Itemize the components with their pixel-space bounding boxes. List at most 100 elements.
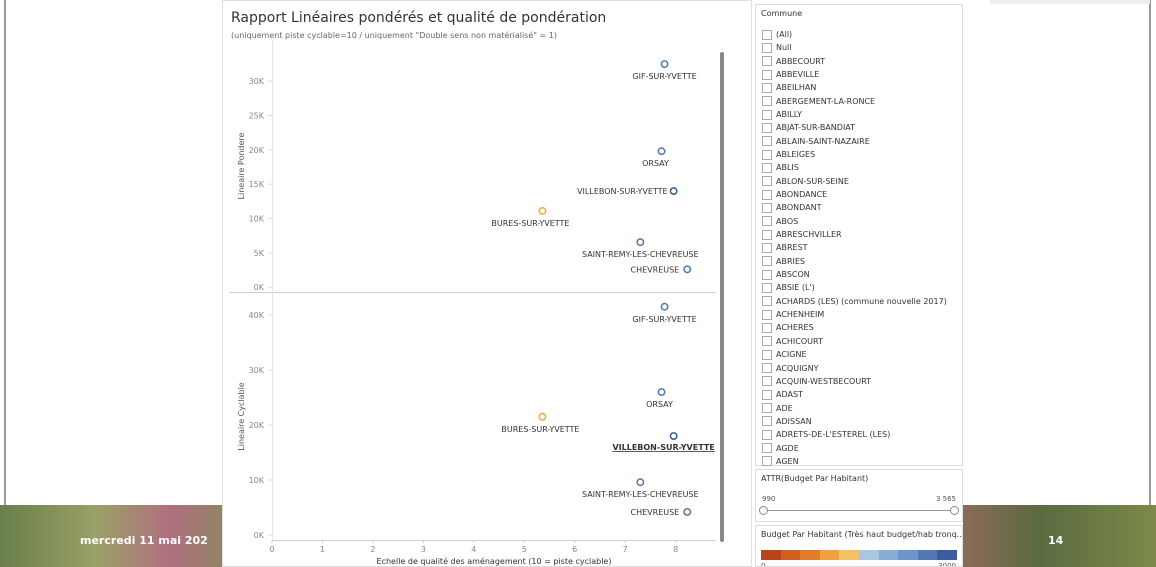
checkbox[interactable]	[762, 42, 772, 53]
legend-swatch	[898, 550, 918, 560]
checkbox[interactable]	[762, 29, 772, 40]
filter-item[interactable]: ABREST	[762, 241, 808, 254]
checkbox[interactable]	[762, 296, 772, 307]
panel-border	[222, 0, 752, 567]
filter-item[interactable]: ABLEIGES	[762, 148, 815, 161]
checkbox[interactable]	[762, 336, 772, 347]
filter-title: Commune	[761, 9, 803, 18]
checkbox[interactable]	[762, 403, 772, 414]
filter-item[interactable]: ABOS	[762, 215, 798, 228]
data-point	[660, 60, 669, 68]
filter-item[interactable]: ABONDANCE	[762, 188, 827, 201]
filter-item[interactable]: ABBECOURT	[762, 55, 825, 68]
checkbox[interactable]	[762, 229, 772, 240]
checkbox[interactable]	[762, 56, 772, 67]
filter-item[interactable]: ABILLY	[762, 108, 802, 121]
filter-item[interactable]: ABSIE (L')	[762, 281, 815, 294]
checkbox[interactable]	[762, 216, 772, 227]
checkbox[interactable]	[762, 322, 772, 333]
scrollbar[interactable]	[720, 52, 724, 542]
data-point	[683, 507, 692, 516]
checkbox[interactable]	[762, 149, 772, 160]
filter-item-label: ABRESCHVILLER	[776, 230, 842, 240]
filter-item-label: ABOS	[776, 216, 799, 226]
filter-item-label: ABONDANT	[776, 203, 822, 213]
checkbox[interactable]	[762, 456, 772, 467]
filter-item[interactable]: ACHENHEIM	[762, 308, 824, 321]
data-point	[657, 147, 666, 156]
checkbox[interactable]	[762, 363, 772, 373]
filter-item[interactable]: ADAST	[762, 388, 803, 401]
filter-item[interactable]: AGDE	[762, 442, 799, 455]
checkbox[interactable]	[762, 202, 772, 213]
checkbox[interactable]	[762, 389, 772, 400]
filter-item[interactable]: ABJAT-SUR-BANDIAT	[762, 121, 855, 134]
filter-item[interactable]: ABLIS	[762, 161, 799, 174]
filter-item[interactable]: ABLON-SUR-SEINE	[762, 175, 849, 188]
checkbox[interactable]	[762, 429, 772, 440]
legend-swatch	[819, 550, 840, 560]
y-tick-label: 5K	[254, 249, 265, 258]
filter-item[interactable]: Null	[762, 41, 792, 54]
checkbox[interactable]	[762, 416, 772, 427]
footer-date: mercredi 11 mai 202	[80, 534, 208, 547]
checkbox[interactable]	[762, 256, 772, 267]
checkbox[interactable]	[762, 242, 772, 253]
filter-item[interactable]: AGEN	[762, 455, 799, 468]
filter-item[interactable]: ABRESCHVILLER	[762, 228, 842, 241]
filter-item[interactable]: ABBEVILLE	[762, 68, 819, 81]
legend-swatch	[839, 550, 859, 560]
filter-item-label: (All)	[776, 30, 793, 39]
y-tick-label: 0K	[254, 531, 265, 540]
filter-item[interactable]: ADE	[762, 402, 793, 415]
y-tick-label: 15K	[249, 180, 265, 189]
point-label: CHEVREUSE	[631, 265, 680, 274]
checkbox[interactable]	[762, 69, 772, 80]
filter-item[interactable]: ACQUIGNY	[762, 362, 819, 375]
x-tick-label: 4	[471, 545, 476, 554]
filter-item-label: ACQUIGNY	[776, 363, 819, 373]
filter-item-label: ABONDANCE	[776, 190, 828, 200]
filter-item[interactable]: ABSCON	[762, 268, 810, 281]
filter-item[interactable]: ABONDANT	[762, 201, 821, 214]
checkbox[interactable]	[762, 269, 772, 280]
filter-item[interactable]: ABRIES	[762, 255, 805, 268]
x-tick-label: 8	[673, 545, 678, 554]
checkbox[interactable]	[762, 176, 772, 187]
filter-item[interactable]: ACQUIN-WESTBECOURT	[762, 375, 871, 388]
filter-item[interactable]: ACIGNE	[762, 348, 807, 361]
filter-item-label: ADRETS-DE-L'ESTEREL (LES)	[776, 430, 891, 440]
x-tick-label: 0	[269, 545, 274, 554]
filter-item[interactable]: ACHERES	[762, 321, 814, 334]
filter-item[interactable]: (All)	[762, 28, 792, 41]
checkbox[interactable]	[762, 376, 772, 387]
checkbox[interactable]	[762, 96, 772, 107]
checkbox[interactable]	[762, 82, 772, 93]
slider-handle[interactable]	[759, 506, 768, 515]
slider-max: 3 565	[935, 495, 956, 503]
filter-item-label: ADE	[776, 403, 793, 413]
x-tick-label: 7	[623, 545, 628, 554]
checkbox[interactable]	[762, 136, 772, 147]
checkbox[interactable]	[762, 309, 772, 320]
checkbox[interactable]	[762, 349, 772, 360]
checkbox[interactable]	[762, 109, 772, 120]
filter-item[interactable]: ACHARDS (LES) (commune nouvelle 2017)	[762, 295, 947, 308]
slider-handle[interactable]	[950, 506, 959, 515]
filter-item[interactable]: ADRETS-DE-L'ESTEREL (LES)	[762, 428, 890, 441]
checkbox[interactable]	[762, 443, 772, 454]
filter-item-label: ACHERES	[776, 323, 814, 333]
checkbox[interactable]	[762, 162, 772, 173]
y-tick-label: 25K	[249, 112, 265, 121]
filter-item-label: ABJAT-SUR-BANDIAT	[776, 123, 856, 133]
filter-item-label: ACIGNE	[776, 350, 807, 360]
filter-item[interactable]: ACHICOURT	[762, 335, 823, 348]
checkbox[interactable]	[762, 122, 772, 133]
filter-item[interactable]: ABEILHAN	[762, 81, 816, 94]
checkbox[interactable]	[762, 282, 772, 293]
filter-item-label: ACHICOURT	[776, 336, 823, 346]
filter-item[interactable]: ADISSAN	[762, 415, 812, 428]
filter-item[interactable]: ABLAIN-SAINT-NAZAIRE	[762, 135, 870, 148]
filter-item[interactable]: ABERGEMENT-LA-RONCE	[762, 95, 875, 108]
checkbox[interactable]	[762, 189, 772, 200]
